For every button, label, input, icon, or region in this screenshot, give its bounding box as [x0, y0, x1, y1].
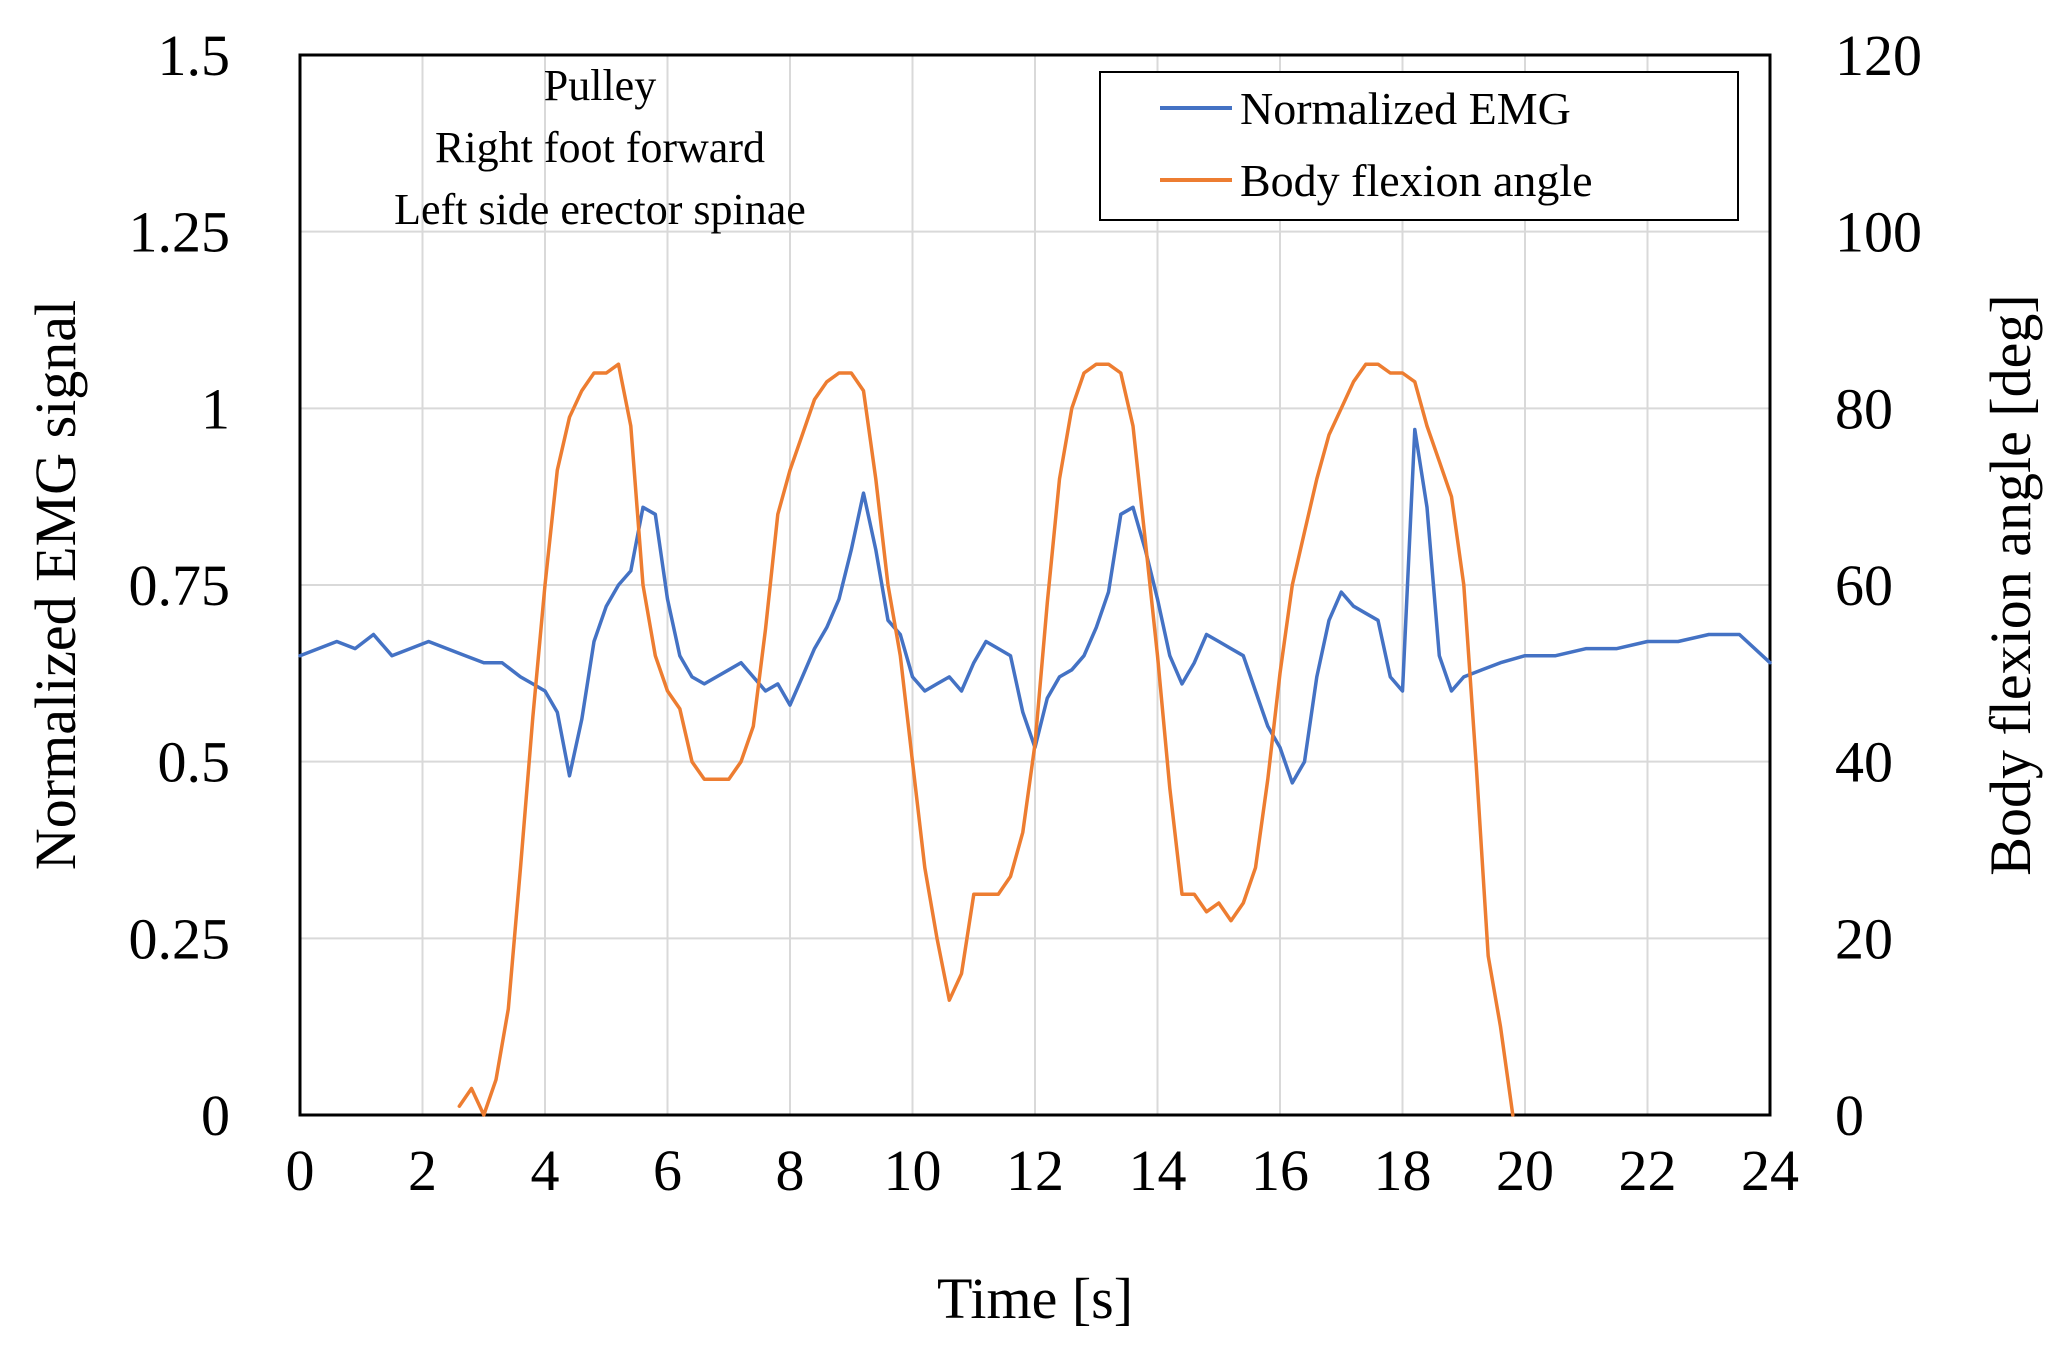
annotation-line-1: Pulley — [544, 61, 656, 110]
tick-labels: 0 2 4 6 8 10 12 14 16 18 20 22 2400.250.50.7511.251.… — [129, 23, 1923, 1203]
x-tick-label: 0 — [286, 1138, 315, 1203]
x-tick-label: 8 — [776, 1138, 805, 1203]
chart-annotation: Pulley Right foot forward Left side erec… — [394, 61, 806, 234]
y2-tick-label: 120 — [1835, 23, 1922, 88]
x-tick-label: 22 — [1619, 1138, 1677, 1203]
y2-tick-label: 80 — [1835, 376, 1893, 441]
x-tick-label: 24 — [1741, 1138, 1799, 1203]
x-tick-label: 18 — [1374, 1138, 1432, 1203]
x-tick-label: 6 — [653, 1138, 682, 1203]
series-line-body-flexion-angle — [457, 362, 1515, 1117]
x-tick-label: 12 — [1006, 1138, 1064, 1203]
x-tick-label: 4 — [531, 1138, 560, 1203]
y-tick-label: 1 — [201, 376, 230, 441]
y2-axis-title: Body flexion angle [deg] — [1978, 294, 2043, 875]
y2-tick-label: 20 — [1835, 906, 1893, 971]
x-tick-label: 20 — [1496, 1138, 1554, 1203]
x-axis-title: Time [s] — [937, 1266, 1133, 1331]
annotation-line-3: Left side erector spinae — [394, 185, 806, 234]
x-tick-label: 2 — [408, 1138, 437, 1203]
y-tick-label: 0.25 — [129, 906, 231, 971]
x-tick-label: 16 — [1251, 1138, 1309, 1203]
legend-box — [1099, 71, 1739, 221]
y2-tick-label: 100 — [1835, 200, 1922, 265]
y-tick-label: 0.5 — [158, 730, 231, 795]
y2-tick-label: 0 — [1835, 1083, 1864, 1148]
x-tick-label: 14 — [1129, 1138, 1187, 1203]
legend-label-body-flexion-angle: Body flexion angle — [1240, 155, 1593, 206]
y-tick-label: 1.25 — [129, 200, 231, 265]
x-tick-label: 10 — [884, 1138, 942, 1203]
y2-tick-label: 40 — [1835, 730, 1893, 795]
y-axis-title: Normalized EMG signal — [23, 300, 88, 870]
plot-area-frame — [298, 53, 1772, 1117]
y-tick-label: 1.5 — [158, 23, 231, 88]
annotation-line-2: Right foot forward — [435, 123, 765, 172]
y-tick-label: 0 — [201, 1083, 230, 1148]
y2-tick-label: 60 — [1835, 553, 1893, 618]
legend: Normalized EMG Body flexion angle — [1099, 71, 1739, 221]
series-layer — [298, 362, 1772, 1117]
legend-label-normalized-emg: Normalized EMG — [1240, 83, 1571, 134]
series-line-normalized-emg — [298, 427, 1772, 785]
y-tick-label: 0.75 — [129, 553, 231, 618]
